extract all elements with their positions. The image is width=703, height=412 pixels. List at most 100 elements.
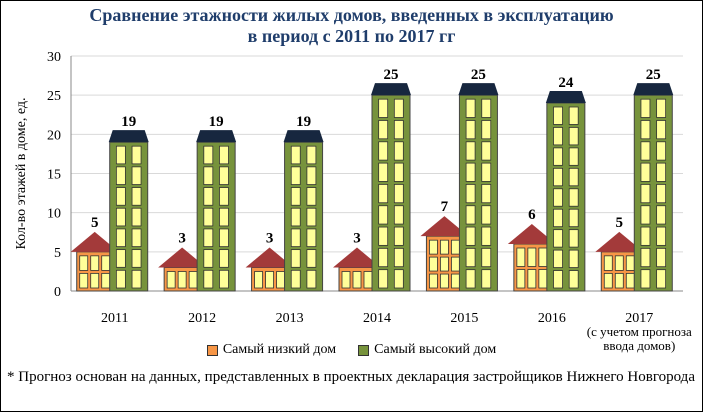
- window: [465, 205, 476, 225]
- window: [290, 249, 301, 268]
- window: [131, 207, 142, 227]
- window: [115, 228, 126, 248]
- legend-label-high: Самый высокий дом: [374, 342, 497, 357]
- y-tick-label: 5: [54, 246, 61, 261]
- window: [219, 166, 229, 185]
- window: [481, 269, 492, 289]
- window: [101, 255, 111, 271]
- window: [481, 226, 492, 246]
- window: [290, 269, 301, 289]
- window: [203, 166, 214, 185]
- window: [203, 207, 214, 227]
- high-house-roof: [545, 91, 586, 103]
- window: [568, 147, 579, 166]
- y-tick-label: 15: [47, 168, 61, 183]
- window: [656, 162, 667, 182]
- high-house-bar: [284, 141, 324, 292]
- high-value-label: 19: [121, 114, 136, 130]
- window: [393, 269, 404, 289]
- y-tick-label: 0: [54, 285, 61, 300]
- window: [465, 141, 476, 161]
- legend-item-high: Самый высокий дом: [358, 342, 496, 358]
- window: [219, 207, 229, 227]
- window: [527, 269, 537, 289]
- window: [481, 205, 492, 225]
- window: [640, 247, 651, 268]
- window: [553, 270, 563, 289]
- high-value-label: 25: [471, 67, 486, 83]
- window: [188, 271, 198, 289]
- x-tick-label: 2014: [363, 311, 391, 326]
- legend-label-low: Самый низкий дом: [222, 342, 337, 357]
- legend-swatch-low: [206, 344, 218, 356]
- window: [378, 269, 389, 289]
- window: [219, 249, 229, 268]
- window: [603, 273, 613, 289]
- window: [393, 247, 404, 268]
- window: [614, 255, 624, 271]
- window: [553, 249, 563, 268]
- window: [290, 207, 301, 227]
- low-house-roof: [595, 231, 644, 252]
- window: [306, 187, 317, 206]
- x-tick-label: 2017: [625, 311, 653, 326]
- window: [306, 228, 317, 248]
- window: [131, 145, 142, 165]
- window: [603, 255, 613, 271]
- window: [640, 98, 651, 118]
- window: [393, 205, 404, 225]
- low-value-label: 5: [91, 215, 99, 231]
- high-value-label: 19: [209, 114, 224, 130]
- window: [553, 188, 563, 207]
- low-house-roof: [507, 224, 556, 244]
- window: [393, 120, 404, 140]
- window: [219, 145, 229, 165]
- high-house-bar: [458, 94, 498, 292]
- high-house-roof: [458, 83, 499, 96]
- high-value-label: 25: [384, 67, 399, 83]
- x-tick-label: 2011: [101, 311, 128, 326]
- window: [378, 226, 389, 246]
- window: [656, 141, 667, 161]
- window: [378, 184, 389, 204]
- window: [378, 120, 389, 140]
- window: [393, 98, 404, 118]
- window: [101, 273, 111, 289]
- window: [115, 249, 126, 268]
- window: [568, 188, 579, 207]
- window: [656, 269, 667, 289]
- window: [656, 247, 667, 268]
- window: [290, 187, 301, 206]
- window: [640, 226, 651, 246]
- window: [465, 98, 476, 118]
- window: [568, 208, 579, 228]
- window: [553, 229, 563, 248]
- window: [553, 167, 563, 187]
- window: [481, 184, 492, 204]
- window: [568, 229, 579, 248]
- window: [341, 271, 351, 289]
- window: [306, 145, 317, 165]
- window: [568, 167, 579, 187]
- window: [115, 145, 126, 165]
- window: [203, 269, 214, 289]
- high-house-roof: [371, 83, 411, 96]
- window: [553, 127, 563, 146]
- legend-swatch-high: [358, 344, 370, 356]
- window: [306, 207, 317, 227]
- window: [614, 273, 624, 289]
- legend: Самый низкий дом Самый высокий дом: [1, 340, 702, 360]
- window: [568, 270, 579, 289]
- window: [568, 127, 579, 146]
- low-value-label: 5: [616, 215, 624, 231]
- window: [640, 205, 651, 225]
- window: [306, 166, 317, 185]
- window: [481, 120, 492, 140]
- window: [131, 228, 142, 248]
- window: [115, 187, 126, 206]
- high-house-bar: [371, 94, 411, 292]
- window: [568, 106, 579, 125]
- window: [203, 187, 214, 206]
- window: [131, 187, 142, 206]
